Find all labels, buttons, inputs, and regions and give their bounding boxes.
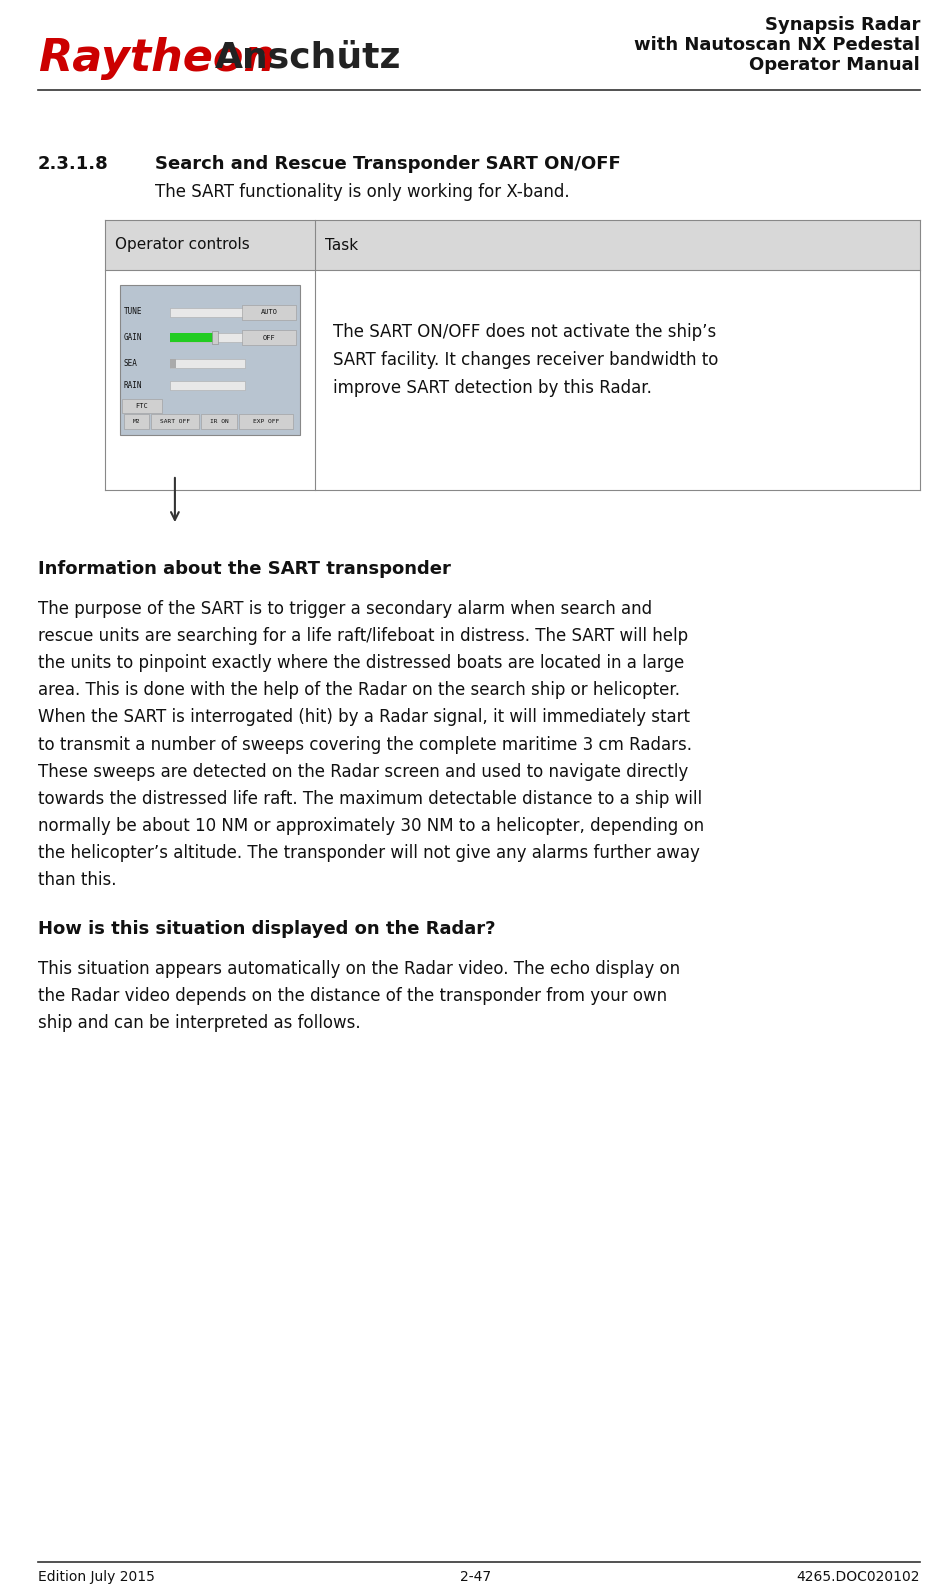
Text: Operator controls: Operator controls bbox=[115, 237, 250, 253]
Text: Task: Task bbox=[325, 237, 359, 253]
Bar bbox=[212, 331, 218, 344]
Bar bbox=[170, 333, 215, 342]
Bar bbox=[243, 304, 297, 320]
Text: 4265.DOC020102: 4265.DOC020102 bbox=[797, 1570, 920, 1585]
Text: M2: M2 bbox=[132, 418, 140, 423]
Text: FTC: FTC bbox=[135, 403, 148, 409]
Bar bbox=[170, 358, 244, 368]
Text: 2-47: 2-47 bbox=[460, 1570, 491, 1585]
Bar bbox=[124, 414, 148, 430]
Bar bbox=[170, 380, 244, 390]
Text: GAIN: GAIN bbox=[124, 333, 143, 342]
Text: SART OFF: SART OFF bbox=[160, 418, 190, 423]
Text: Edition July 2015: Edition July 2015 bbox=[38, 1570, 155, 1585]
Bar bbox=[170, 358, 176, 368]
Bar bbox=[122, 399, 162, 412]
Text: 2.3.1.8: 2.3.1.8 bbox=[38, 154, 108, 173]
Bar bbox=[170, 307, 244, 317]
Bar bbox=[105, 270, 920, 490]
Text: Anschütz: Anschütz bbox=[215, 41, 401, 75]
Text: The SART ON/OFF does not activate the ship’s
SART facility. It changes receiver : The SART ON/OFF does not activate the sh… bbox=[333, 323, 718, 396]
Text: SEA: SEA bbox=[124, 358, 138, 368]
Text: RAIN: RAIN bbox=[124, 380, 143, 390]
Bar bbox=[239, 414, 293, 430]
Text: The SART functionality is only working for X-band.: The SART functionality is only working f… bbox=[155, 183, 570, 200]
Text: How is this situation displayed on the Radar?: How is this situation displayed on the R… bbox=[38, 920, 495, 939]
Bar bbox=[243, 329, 297, 345]
Text: TUNE: TUNE bbox=[124, 307, 143, 317]
Text: IR ON: IR ON bbox=[209, 418, 228, 423]
Text: The purpose of the SART is to trigger a secondary alarm when search and
rescue u: The purpose of the SART is to trigger a … bbox=[38, 600, 704, 889]
Text: with Nautoscan NX Pedestal: with Nautoscan NX Pedestal bbox=[634, 37, 920, 54]
Text: EXP OFF: EXP OFF bbox=[253, 418, 279, 423]
Text: Operator Manual: Operator Manual bbox=[749, 56, 920, 75]
Text: Search and Rescue Transponder SART ON/OFF: Search and Rescue Transponder SART ON/OF… bbox=[155, 154, 621, 173]
Text: Information about the SART transponder: Information about the SART transponder bbox=[38, 560, 451, 578]
Bar bbox=[105, 220, 920, 270]
Bar bbox=[201, 414, 237, 430]
Bar bbox=[150, 414, 199, 430]
Bar bbox=[170, 333, 244, 342]
Text: Synapsis Radar: Synapsis Radar bbox=[765, 16, 920, 33]
Bar bbox=[120, 285, 300, 434]
Text: This situation appears automatically on the Radar video. The echo display on
the: This situation appears automatically on … bbox=[38, 959, 680, 1033]
Text: Raytheon: Raytheon bbox=[38, 37, 275, 80]
Text: AUTO: AUTO bbox=[261, 309, 278, 315]
Text: OFF: OFF bbox=[263, 334, 276, 340]
